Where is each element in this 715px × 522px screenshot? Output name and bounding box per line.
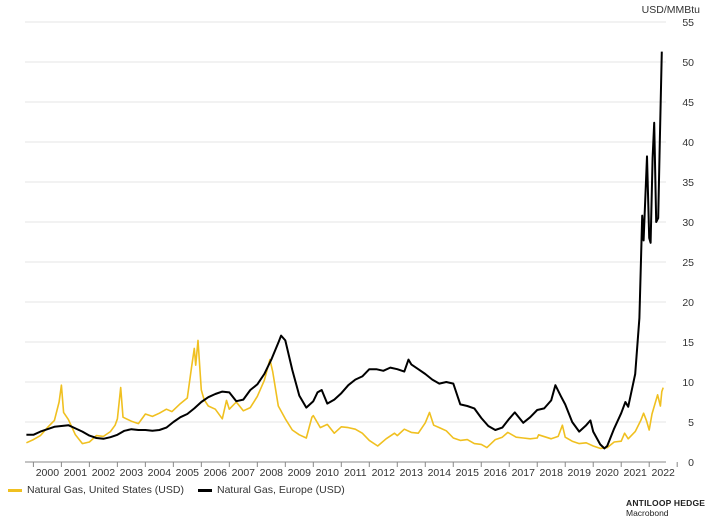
source-brand: ANTILOOP HEDGE (626, 498, 706, 508)
x-tick-label-2022: 2022 (652, 467, 676, 479)
legend-label-europe: Natural Gas, Europe (USD) (216, 484, 345, 496)
series-line-europe (26, 51, 663, 450)
y-tick-label-50: 50 (682, 57, 694, 69)
x-tick-label-2020: 2020 (596, 467, 620, 479)
x-tick-label-2017: 2017 (512, 467, 536, 479)
x-tick-label-2005: 2005 (176, 467, 200, 479)
x-tick-label-2001: 2001 (64, 467, 88, 479)
x-tick-label-2000: 2000 (36, 467, 60, 479)
grid-lines (25, 21, 666, 423)
legend-label-us: Natural Gas, United States (USD) (27, 484, 184, 496)
x-tick-label-2019: 2019 (568, 467, 592, 479)
y-tick-label-5: 5 (688, 417, 694, 429)
x-tick-label-2015: 2015 (456, 467, 480, 479)
x-tick-label-2021: 2021 (624, 467, 648, 479)
x-tick-label-2016: 2016 (484, 467, 508, 479)
y-tick-label-55: 55 (682, 17, 694, 29)
x-tick-label-2012: 2012 (372, 467, 396, 479)
y-tick-label-40: 40 (682, 137, 694, 149)
y-axis: 0 5 10 15 20 25 30 35 40 45 50 55 (682, 17, 694, 469)
series-line-us (26, 339, 664, 450)
legend-swatch-us (8, 488, 22, 492)
source-credit: ANTILOOP HEDGE Macrobond (626, 498, 705, 518)
x-tick-label-2011: 2011 (344, 467, 367, 479)
x-tick-label-2002: 2002 (92, 467, 116, 479)
x-tick-label-2004: 2004 (148, 467, 172, 479)
series-layer (26, 51, 664, 450)
y-tick-label-0: 0 (688, 457, 694, 469)
x-tick-label-2007: 2007 (232, 467, 256, 479)
y-tick-label-30: 30 (682, 217, 694, 229)
source-provider: Macrobond (626, 508, 669, 518)
y-axis-unit-label: USD/MMBtu (642, 4, 701, 16)
y-tick-label-35: 35 (682, 177, 694, 189)
x-tick-label-2006: 2006 (204, 467, 228, 479)
x-tick-label-2010: 2010 (316, 467, 340, 479)
x-tick-label-2018: 2018 (540, 467, 564, 479)
x-tick-label-2009: 2009 (288, 467, 312, 479)
y-tick-label-20: 20 (682, 297, 694, 309)
x-tick-label-2013: 2013 (400, 467, 424, 479)
y-tick-label-25: 25 (682, 257, 694, 269)
legend-item-us: Natural Gas, United States (USD) (8, 484, 184, 496)
x-tick-label-2014: 2014 (428, 467, 452, 479)
legend-item-europe: Natural Gas, Europe (USD) (197, 484, 345, 496)
x-tick-label-2003: 2003 (120, 467, 144, 479)
x-axis: 2000 2001 2002 2003 2004 2005 2006 2007 2008 2009… (25, 461, 678, 479)
y-tick-label-10: 10 (682, 377, 694, 389)
legend-swatch-europe (197, 488, 212, 492)
y-tick-label-45: 45 (682, 97, 694, 109)
x-tick-label-2008: 2008 (260, 467, 284, 479)
y-tick-label-15: 15 (682, 337, 694, 349)
legend: Natural Gas, United States (USD) Natural… (8, 484, 345, 496)
